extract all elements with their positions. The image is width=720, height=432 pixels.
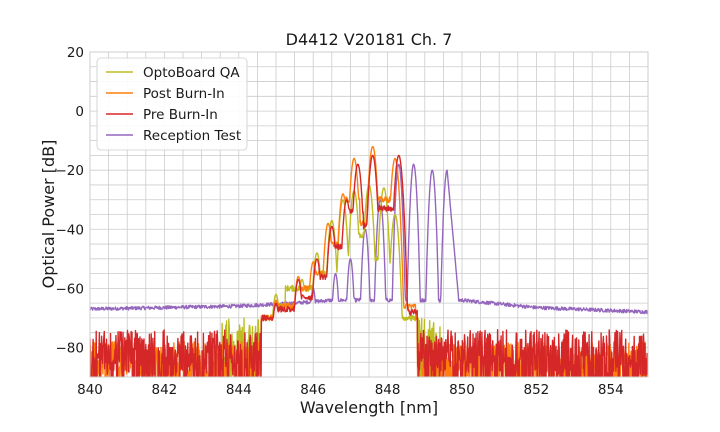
legend-label: OptoBoard QA: [143, 65, 240, 81]
x-tick-label: 842: [152, 382, 178, 398]
y-axis-label: Optical Power [dB]: [39, 140, 58, 289]
legend-box: [96, 57, 248, 151]
chart-title: D4412 V20181 Ch. 7: [286, 30, 453, 49]
legend-label: Reception Test: [143, 128, 241, 144]
y-tick-label: 0: [75, 104, 84, 120]
x-tick-label: 846: [300, 382, 326, 398]
y-tick-label: −40: [56, 222, 85, 238]
plot-frame: [89, 51, 649, 378]
x-tick-label: 840: [77, 382, 103, 398]
series-line: [90, 154, 648, 377]
tick-layer: 840 842 844 846 848 850 852 854 −80 −60 −40 −20 0 20: [56, 45, 624, 398]
x-axis-label: Wavelength [nm]: [300, 398, 438, 417]
y-tick-label: −60: [56, 281, 85, 297]
series-layer: [90, 145, 648, 377]
legend-label: Pre Burn-In: [143, 107, 218, 123]
x-tick-label: 852: [524, 382, 550, 398]
x-tick-label: 848: [375, 382, 401, 398]
series-line: [90, 163, 648, 315]
x-tick-label: 854: [598, 382, 624, 398]
y-tick-label: −80: [56, 340, 85, 356]
legend-label: Post Burn-In: [143, 86, 225, 102]
y-tick-label: −20: [56, 163, 85, 179]
legend: OptoBoard QA Post Burn-In Pre Burn-In Recep…: [96, 57, 248, 151]
plot-area: [90, 145, 648, 377]
x-tick-label: 850: [449, 382, 475, 398]
y-tick-label: 20: [67, 45, 84, 61]
x-tick-label: 844: [226, 382, 252, 398]
